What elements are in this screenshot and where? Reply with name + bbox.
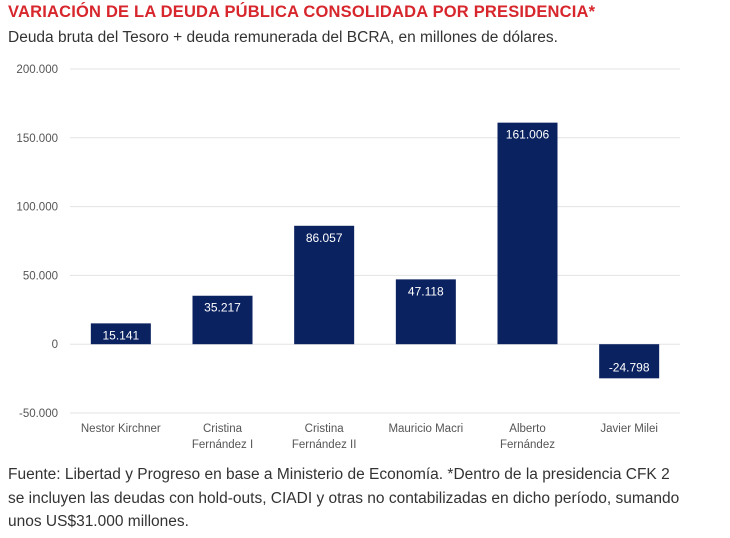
data-label: 86.057 <box>306 231 343 245</box>
footnote-line: unos US$31.000 millones. <box>8 513 189 530</box>
chart-title: VARIACIÓN DE LA DEUDA PÚBLICA CONSOLIDAD… <box>8 3 596 21</box>
data-label: 161.006 <box>506 128 550 142</box>
data-label: 35.217 <box>204 301 241 315</box>
y-tick-label: 100.000 <box>16 202 58 214</box>
bar <box>599 344 660 379</box>
y-tick-label: 150.000 <box>16 133 58 145</box>
x-tick-label: Mauricio Macri <box>388 423 463 435</box>
x-tick-label: Fernández I <box>192 439 253 451</box>
x-tick-label: Javier Milei <box>600 423 658 435</box>
bar <box>192 295 253 345</box>
data-label: -24.798 <box>609 360 650 374</box>
bar <box>294 225 355 345</box>
x-tick-label: Fernández II <box>292 439 357 451</box>
y-tick-label: 50.000 <box>23 270 58 282</box>
data-label: 47.118 <box>408 284 444 298</box>
source-footnote: Fuente: Libertad y Progreso en base a Mi… <box>8 463 724 534</box>
x-tick-label: Fernández <box>500 439 555 451</box>
x-tick-label: Nestor Kirchner <box>81 423 161 435</box>
chart-subtitle: Deuda bruta del Tesoro + deuda remunerad… <box>8 29 558 46</box>
y-tick-label: -50.000 <box>19 408 58 420</box>
bar-chart: 200.000 150.000 100.000 50.000 0 -50.000 15.14… <box>16 64 680 451</box>
x-tick-label: Cristina <box>203 423 243 435</box>
y-tick-label: 0 <box>52 339 58 351</box>
footnote-line: se incluyen las deudas con hold-outs, CI… <box>8 489 680 507</box>
x-tick-label: Cristina <box>305 423 345 435</box>
bar <box>90 323 151 345</box>
bar <box>497 122 558 345</box>
bar <box>395 279 456 345</box>
x-tick-label: Alberto <box>509 423 545 435</box>
y-tick-label: 200.000 <box>16 64 58 76</box>
footnote-line: Fuente: Libertad y Progreso en base a Mi… <box>8 466 670 483</box>
data-label: 15.141 <box>102 328 139 342</box>
